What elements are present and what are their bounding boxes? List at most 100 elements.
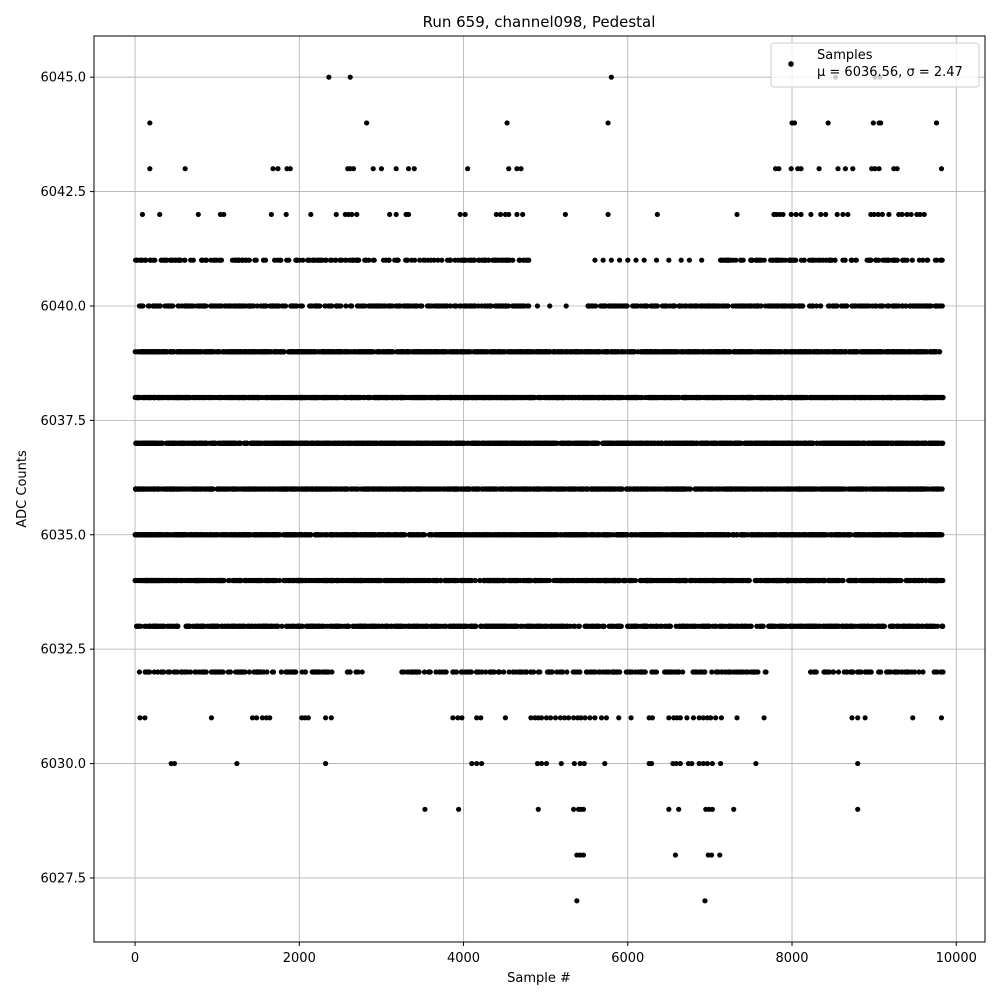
sample-point (872, 303, 878, 309)
sample-point (620, 394, 627, 401)
sample-point (326, 303, 333, 309)
sample-point (245, 303, 252, 309)
sample-point (405, 166, 412, 172)
sample-point (921, 211, 927, 218)
sample-point (774, 303, 780, 309)
sample-point (931, 349, 937, 355)
sample-point (185, 303, 191, 309)
sample-point (788, 211, 794, 218)
sample-point (170, 349, 176, 355)
sample-point (253, 394, 259, 401)
sample-point (160, 394, 166, 401)
sample-point (405, 349, 412, 355)
sample-point (738, 257, 744, 263)
sample-point (510, 349, 517, 355)
sample-point (842, 166, 849, 172)
sample-point (187, 349, 193, 355)
sample-point (878, 394, 884, 401)
sample-point (884, 303, 890, 309)
sample-point (162, 303, 168, 309)
sample-point (845, 211, 851, 218)
sample-point (243, 257, 250, 263)
sample-point (395, 349, 402, 355)
sample-point (333, 303, 340, 309)
sample-point (664, 349, 670, 355)
sample-point (386, 303, 392, 309)
sample-point (612, 303, 619, 309)
sample-point (862, 394, 869, 401)
sample-point (215, 394, 222, 401)
sample-point (471, 303, 478, 309)
sample-point (162, 349, 168, 355)
sample-point (745, 394, 751, 401)
sample-point (417, 394, 423, 401)
sample-point (405, 303, 412, 309)
sample-point (333, 257, 339, 263)
sample-point (608, 74, 614, 80)
sample-point (447, 257, 453, 263)
sample-point (798, 211, 804, 218)
sample-point (151, 394, 158, 401)
sample-point (856, 394, 863, 401)
sample-point (761, 257, 767, 263)
sample-point (471, 349, 477, 355)
sample-point (448, 349, 454, 355)
sample-point (270, 166, 276, 172)
sample-point (503, 303, 509, 309)
sample-point (649, 394, 655, 401)
sample-point (925, 257, 931, 263)
sample-point (438, 303, 445, 309)
sample-point (767, 303, 773, 309)
sample-point (654, 394, 660, 401)
sample-point (687, 349, 693, 355)
sample-point (844, 394, 850, 401)
sample-point (422, 257, 428, 263)
sample-point (213, 257, 220, 263)
sample-point (349, 211, 355, 218)
sample-point (507, 257, 513, 263)
sample-point (221, 211, 227, 218)
sample-point (823, 211, 829, 218)
sample-point (252, 349, 258, 355)
sample-point (424, 303, 431, 309)
sample-point (723, 257, 729, 263)
sample-point (840, 211, 846, 218)
sample-point (572, 349, 578, 355)
sample-point (213, 303, 219, 309)
sample-point (496, 257, 502, 263)
sample-point (556, 394, 562, 401)
sample-point (283, 211, 289, 218)
sample-point (820, 440, 827, 446)
sample-point (191, 349, 197, 355)
sample-point (792, 303, 799, 309)
sample-point (698, 349, 705, 355)
sample-point (465, 394, 471, 401)
sample-point (434, 303, 440, 309)
sample-point (198, 394, 205, 401)
sample-point (490, 394, 496, 401)
sample-point (393, 166, 399, 172)
sample-point (261, 257, 267, 263)
sample-point (396, 303, 402, 309)
sample-point (479, 394, 485, 401)
sample-point (883, 394, 890, 401)
sample-point (343, 349, 349, 355)
sample-point (671, 303, 678, 309)
sample-point (827, 303, 833, 309)
sample-point (779, 303, 785, 309)
sample-point (509, 303, 516, 309)
sample-point (442, 349, 449, 355)
sample-point (762, 303, 769, 309)
sample-point (361, 394, 367, 401)
sample-point (818, 211, 824, 218)
sample-point (848, 257, 854, 263)
sample-point (853, 257, 859, 263)
sample-point (493, 211, 499, 218)
sample-point (867, 257, 873, 263)
sample-point (623, 303, 629, 309)
sample-point (843, 349, 849, 355)
sample-point (382, 303, 388, 309)
sample-point (872, 166, 878, 172)
sample-point (279, 394, 285, 401)
sample-point (254, 303, 260, 309)
